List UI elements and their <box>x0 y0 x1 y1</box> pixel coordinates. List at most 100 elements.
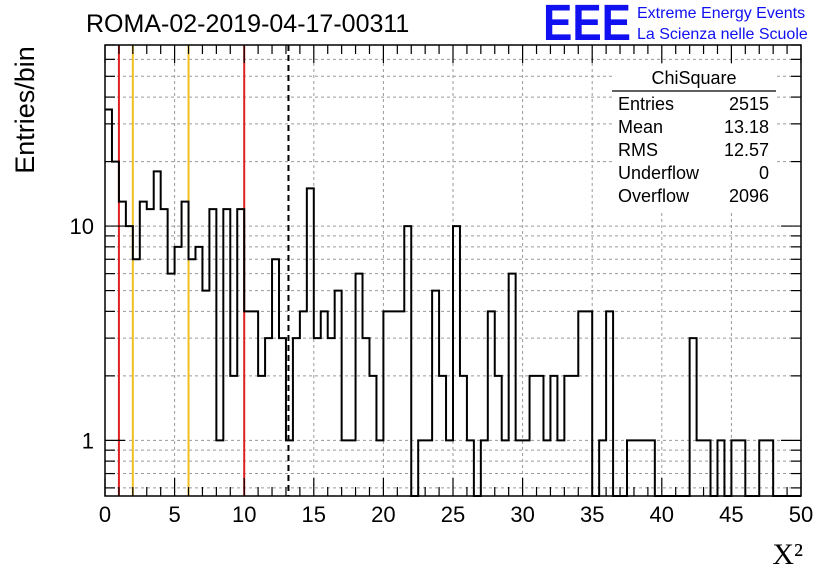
x-tick-label: 0 <box>99 502 111 527</box>
histogram-bin <box>251 311 258 496</box>
histogram-bin <box>717 440 724 496</box>
axis-ticks <box>104 44 802 496</box>
histogram-bin <box>502 440 509 496</box>
histogram-bin <box>704 440 711 496</box>
histogram-bin <box>119 202 126 496</box>
histogram-bin <box>209 209 216 496</box>
histogram-bin <box>286 440 293 496</box>
histogram-bin <box>293 338 300 496</box>
stats-mean-value: 13.18 <box>724 117 769 137</box>
histogram-bin <box>641 440 648 496</box>
histogram-bin <box>258 376 265 496</box>
x-tick-label: 40 <box>650 502 674 527</box>
brand-line-2: La Scienza nelle Scuole <box>637 26 808 43</box>
histogram-bin <box>467 440 474 496</box>
histogram-bin <box>223 209 230 496</box>
eee-logo: EEE <box>543 0 631 51</box>
x-tick-labels: 0 5 10 15 20 25 30 35 40 45 50 <box>99 502 813 527</box>
stats-underflow-value: 0 <box>759 163 769 183</box>
histogram-bin <box>537 376 544 496</box>
histogram-bin <box>530 376 537 496</box>
histogram-bin <box>272 259 279 496</box>
histogram-bin <box>606 311 613 496</box>
histogram-bin <box>216 440 223 496</box>
stats-entries-label: Entries <box>618 94 674 114</box>
stats-overflow-value: 2096 <box>729 186 769 206</box>
stats-mean-label: Mean <box>618 117 663 137</box>
histogram-bin <box>509 274 516 496</box>
histogram-bin <box>432 291 439 496</box>
y-axis-label: Entries/bin <box>10 46 40 174</box>
histogram-bin <box>237 209 244 496</box>
y-tick-label: 1 <box>82 428 94 453</box>
histogram-bin <box>453 226 460 496</box>
x-tick-label: 10 <box>232 502 256 527</box>
x-axis-label: X² <box>772 538 803 571</box>
histogram-bin <box>446 440 453 496</box>
histogram-bin <box>425 440 432 496</box>
histogram-bin <box>557 440 564 496</box>
x-tick-label: 35 <box>580 502 604 527</box>
histogram-bin <box>627 440 634 496</box>
histogram-bin <box>397 311 404 496</box>
x-tick-label: 30 <box>510 502 534 527</box>
histogram-bin <box>495 376 502 496</box>
histogram-bin <box>690 338 697 496</box>
x-tick-label: 25 <box>441 502 465 527</box>
histogram-bin <box>175 247 182 496</box>
histogram-bin <box>307 188 314 496</box>
stats-box-background <box>612 64 776 212</box>
histogram-bin <box>460 376 467 496</box>
x-tick-label: 45 <box>719 502 743 527</box>
stats-underflow-label: Underflow <box>618 163 700 183</box>
histogram-bin <box>766 440 773 496</box>
x-tick-label: 15 <box>302 502 326 527</box>
histogram-bin <box>738 440 745 496</box>
histogram-bin <box>182 202 189 496</box>
chart-title: ROMA-02-2019-04-17-00311 <box>86 10 409 38</box>
histogram-bin <box>133 259 140 496</box>
histogram-bin <box>126 226 133 496</box>
histogram-bin <box>516 440 523 496</box>
histogram-bin <box>404 226 411 496</box>
histogram-bin <box>244 311 251 496</box>
histogram-bin <box>202 291 209 496</box>
y-tick-labels: 1 10 <box>70 214 94 453</box>
histogram-bin <box>230 376 237 496</box>
histogram-bin <box>488 311 495 496</box>
histogram-bin <box>363 338 370 496</box>
x-tick-label: 20 <box>371 502 395 527</box>
histogram-bin <box>439 376 446 496</box>
x-tick-label: 5 <box>168 502 180 527</box>
histogram-bin <box>265 338 272 496</box>
histogram-bin <box>369 376 376 496</box>
histogram-bin <box>634 440 641 496</box>
histogram-bin <box>759 440 766 496</box>
histogram-bin <box>154 171 161 496</box>
histogram-bin <box>147 209 154 496</box>
histogram-bin <box>697 440 704 496</box>
histogram-bin <box>349 440 356 496</box>
y-tick-label: 10 <box>70 214 94 239</box>
histogram-bin <box>376 440 383 496</box>
histogram-bin <box>585 311 592 496</box>
histogram-bin <box>279 338 286 496</box>
histogram-bin <box>328 338 335 496</box>
histogram-bin <box>564 376 571 496</box>
histogram-bin <box>383 311 390 496</box>
histogram-bin <box>342 440 349 496</box>
histogram-bin <box>356 274 363 496</box>
histogram-bin <box>335 291 342 496</box>
histogram-bin <box>105 110 112 496</box>
histogram-bin <box>418 440 425 496</box>
histogram-bin <box>189 259 196 496</box>
histogram-bin <box>161 209 168 496</box>
histogram-bin <box>314 338 321 496</box>
brand-line-1: Extreme Energy Events <box>637 5 805 22</box>
histogram-bin <box>599 440 606 496</box>
x-tick-label: 50 <box>789 502 813 527</box>
histogram-bin <box>140 202 147 496</box>
eee-logo-group: EEE Extreme Energy Events La Scienza nel… <box>543 0 808 51</box>
stats-title: ChiSquare <box>651 68 736 88</box>
